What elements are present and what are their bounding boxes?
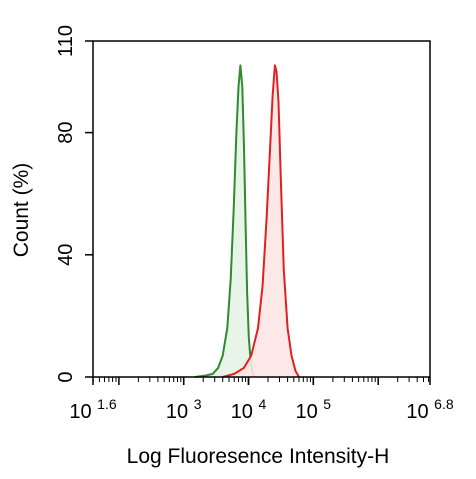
series-1-line <box>194 64 256 378</box>
x-tick-label: 10 5 <box>295 396 331 423</box>
series-1-area <box>195 65 255 378</box>
y-tick-label: 40 <box>55 244 77 266</box>
x-tick-label: 10 6.8 <box>406 396 453 423</box>
y-tick-label: 0 <box>55 371 77 382</box>
x-tick-label: 10 3 <box>166 396 202 423</box>
x-axis-ticks: 10 1.6 10 3 10 4 10 5 10 6.8 <box>69 377 454 423</box>
x-axis-label: Log Fluoresence Intensity-H <box>127 445 390 468</box>
x-tick-label: 10 1.6 <box>69 396 116 423</box>
series-2-area <box>222 65 299 378</box>
x-tick-label: 10 4 <box>231 396 267 423</box>
series-layer <box>194 64 300 378</box>
plot-frame <box>92 40 431 378</box>
y-axis-label: Count (%) <box>10 163 33 258</box>
y-tick-label: 110 <box>55 25 77 57</box>
series-2-line <box>222 64 300 378</box>
x-minor-ticks <box>92 377 430 385</box>
y-tick-label: 80 <box>55 121 77 143</box>
y-axis-ticks: 0 40 80 110 <box>55 25 93 383</box>
